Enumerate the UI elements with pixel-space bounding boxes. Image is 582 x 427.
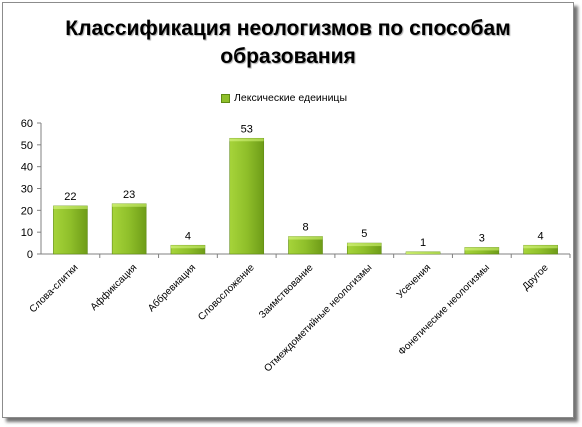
data-label: 5 <box>361 228 367 240</box>
data-label: 8 <box>302 222 308 234</box>
y-tick-label: 40 <box>21 162 33 174</box>
chart-frame: Классификация неологизмов по способам об… <box>2 2 574 418</box>
chart-title-line-2: образования <box>220 45 356 68</box>
bar-top <box>112 203 147 207</box>
bar <box>53 205 88 255</box>
bar <box>111 203 147 255</box>
data-label: 22 <box>64 191 76 203</box>
bar-top <box>53 205 88 209</box>
bars <box>53 137 558 255</box>
bar <box>229 137 265 255</box>
bar-top <box>347 243 382 247</box>
x-tick-label: Отмеждометийные неологизмы <box>262 262 374 374</box>
x-tick-labels: Слова-слитки Аффиксация АббревиацияСловосл… <box>28 262 551 375</box>
legend-swatch <box>221 93 230 103</box>
chart-legend: Лексические едеиницы <box>221 91 347 105</box>
bar-top <box>464 247 499 251</box>
y-tick-label: 60 <box>21 118 33 130</box>
chart-title: Классификация неологизмов по способам об… <box>3 15 573 71</box>
x-tick-label: Заимствование <box>257 262 316 321</box>
y-tick-label: 20 <box>21 205 33 217</box>
bar-top <box>170 245 205 249</box>
data-label: 4 <box>538 230 544 242</box>
y-tick-label: 50 <box>21 140 33 152</box>
x-tick-label: Аббревиация <box>145 262 198 315</box>
chart-title-line-1: Классификация неологизмов по способам <box>65 17 511 40</box>
x-tick-label: Словосложение <box>196 262 257 323</box>
data-label: 3 <box>479 232 485 244</box>
bar-top <box>406 251 441 254</box>
data-label: 53 <box>241 123 253 135</box>
data-label: 23 <box>123 189 135 201</box>
bar-top <box>523 245 558 249</box>
data-labels: 22 23 4 53 8 5 1 3 4 <box>64 123 543 249</box>
legend-label: Лексические едеиницы <box>234 92 347 104</box>
data-label: 4 <box>185 230 191 242</box>
x-tick-label: Слова-слитки <box>28 262 81 315</box>
bar-top <box>288 236 323 240</box>
x-tick-label: Аффиксация <box>88 262 139 313</box>
data-label: 1 <box>420 237 426 249</box>
y-tick-label: 10 <box>21 227 33 239</box>
y-tick-label: 30 <box>21 184 33 196</box>
y-tick-label: 0 <box>27 249 33 261</box>
bar-top <box>229 138 264 142</box>
x-tick-label: Усечения <box>395 262 433 300</box>
x-tick-label: Другое <box>520 262 551 293</box>
